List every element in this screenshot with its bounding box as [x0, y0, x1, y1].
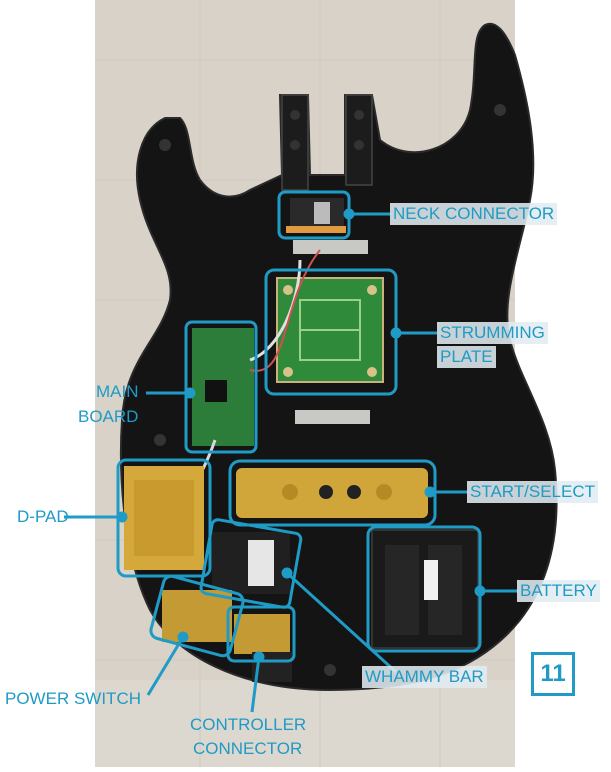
leader-dot	[281, 567, 293, 579]
pcb-mount	[283, 367, 293, 377]
main-board-box	[184, 320, 258, 454]
leader-power	[146, 636, 185, 696]
label-whammy-bar: WHAMMY BAR	[362, 666, 487, 688]
screw-boss	[324, 664, 336, 676]
leader-controller	[250, 656, 261, 713]
label-main-line2: BOARD	[78, 407, 139, 426]
screw-boss	[354, 140, 364, 150]
metal-bracket-top	[293, 240, 368, 254]
leader-whammy	[285, 571, 398, 674]
pcb-mount	[367, 367, 377, 377]
label-strumming-line1: STRUMMING	[437, 322, 548, 344]
photo-backdrop-bottom	[95, 680, 515, 767]
leader-dot	[184, 387, 196, 399]
leader-dot	[116, 511, 128, 523]
leader-lines	[64, 208, 518, 713]
screw-boss	[290, 110, 300, 120]
label-main-line1: MAIN	[96, 382, 139, 401]
button-pad	[319, 485, 333, 499]
metal-bracket-bottom	[295, 410, 370, 424]
leader-dot	[424, 486, 436, 498]
neck-connector-strip	[286, 226, 346, 233]
leader-dot	[253, 651, 265, 663]
label-start-select: START/SELECT	[467, 481, 599, 503]
screw-boss	[494, 104, 506, 116]
main-board-chip	[205, 380, 227, 402]
label-dpad: D-PAD	[17, 507, 69, 526]
label-power-switch: POWER SWITCH	[5, 689, 141, 708]
step-number-badge: 11	[531, 652, 575, 696]
button-pad	[376, 484, 392, 500]
leader-dot	[474, 585, 486, 597]
neck-connector-socket	[314, 202, 330, 224]
label-controller-line2: CONNECTOR	[193, 739, 303, 758]
leader-dot	[343, 208, 355, 220]
whammy-gear	[248, 540, 274, 586]
screw-boss	[354, 110, 364, 120]
battery-sticker	[424, 560, 438, 600]
label-controller-line1: CONTROLLER	[190, 715, 307, 734]
strumming-pcb-traces	[299, 299, 361, 361]
dpad-pcb-inner	[134, 480, 194, 556]
screw-boss	[159, 139, 171, 151]
controller-connector-part	[234, 614, 290, 654]
pcb-mount	[283, 285, 293, 295]
screw-boss	[290, 140, 300, 150]
button-pad	[347, 485, 361, 499]
label-strumming-line2: PLATE	[437, 346, 496, 368]
wires	[249, 259, 302, 362]
battery-cell	[385, 545, 419, 635]
power-switch-part	[162, 590, 232, 642]
power-switch-box	[149, 574, 245, 658]
leader-dot	[177, 631, 189, 643]
pcb-mount	[367, 285, 377, 295]
leader-dot	[390, 327, 402, 339]
button-pad	[282, 484, 298, 500]
screw-boss	[154, 434, 166, 446]
label-battery: BATTERY	[517, 580, 600, 602]
label-neck-connector: NECK CONNECTOR	[390, 203, 558, 225]
